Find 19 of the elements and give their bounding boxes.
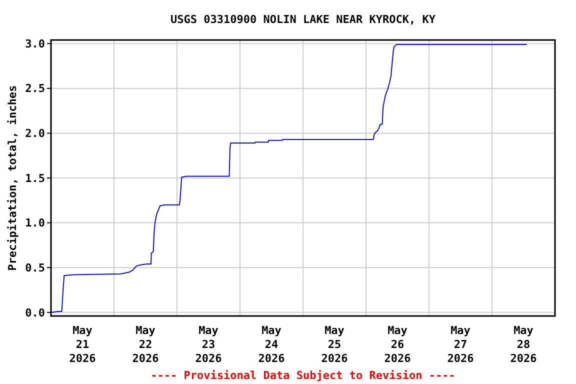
y-tick-label: 2.5 (25, 82, 45, 96)
y-tick-label: 1.0 (25, 216, 45, 230)
x-tick-label: May 21 2026 (69, 324, 96, 365)
y-tick-label: 3.0 (25, 37, 45, 50)
y-tick-label: 0.0 (25, 306, 45, 320)
y-tick-label: 0.5 (25, 261, 45, 274)
x-tick-label: May 22 2026 (132, 324, 160, 365)
x-tick-label: May 24 2026 (258, 324, 286, 365)
chart-title: USGS 03310900 NOLIN LAKE NEAR KYROCK, KY (170, 13, 436, 26)
y-tick-label: 2.0 (25, 127, 45, 140)
x-tick-label: May 25 2026 (321, 324, 348, 365)
x-tick-label: May 23 2026 (195, 324, 222, 365)
x-tick-label: May 27 2026 (447, 324, 474, 365)
y-tick-label: 1.5 (25, 172, 45, 185)
line-series (51, 44, 528, 313)
y-axis-title: Precipitation, total, inches (6, 85, 19, 271)
x-tick-label: May 28 2026 (510, 324, 538, 365)
x-tick-label: May 26 2026 (384, 324, 412, 365)
text: ---- Provisional Data Subject to Revision ---- (150, 369, 456, 382)
